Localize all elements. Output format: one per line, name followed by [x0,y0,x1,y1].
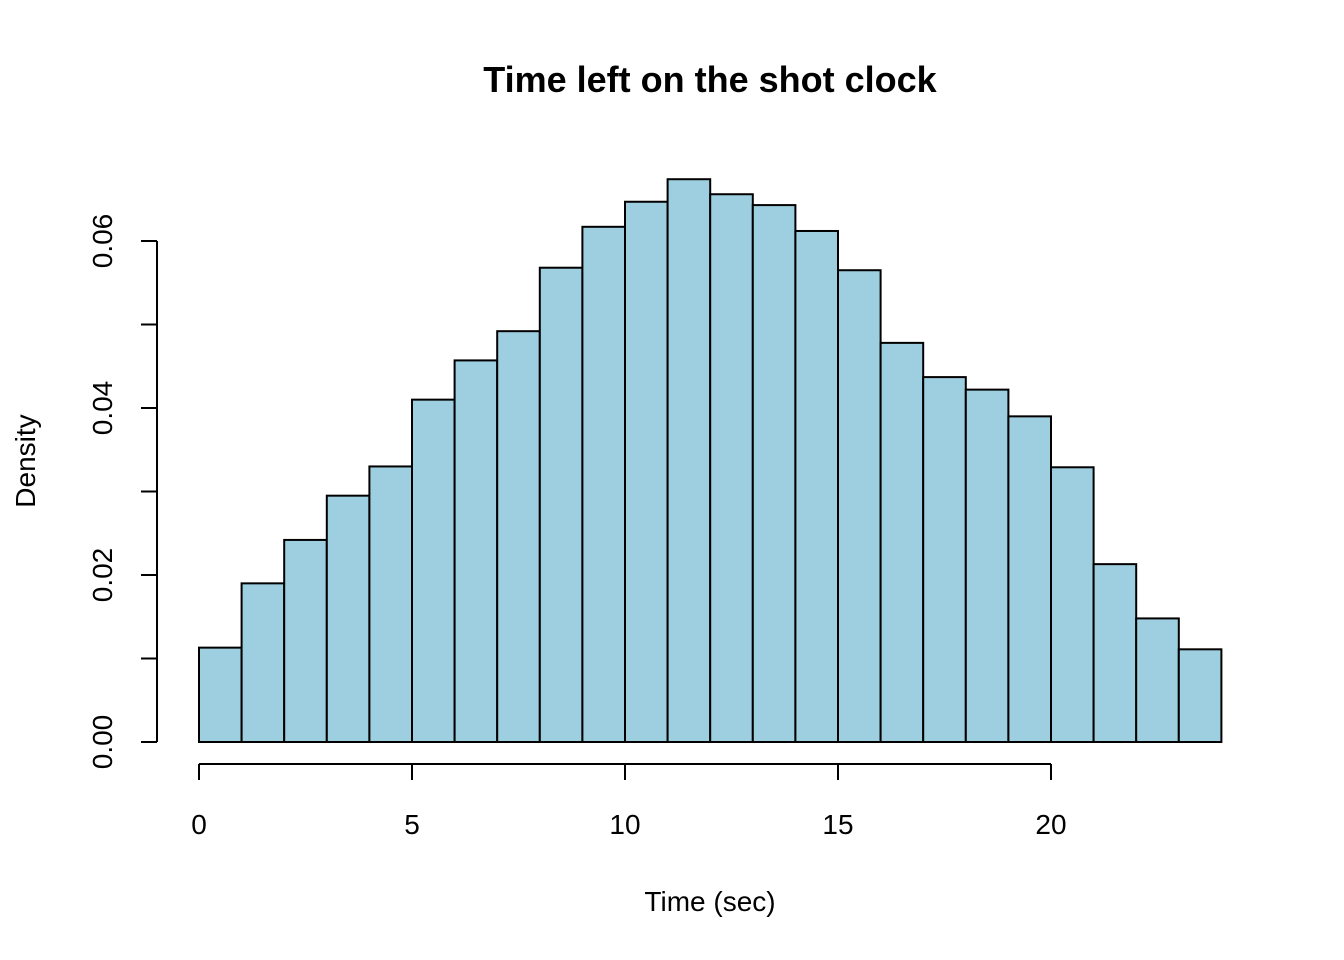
histogram-bar [411,398,456,743]
histogram-bar [922,376,967,743]
x-axis: 0 5 10 15 20 [191,763,1067,840]
histogram-bar [581,225,627,743]
histogram-bar [709,193,754,744]
histogram-bar [538,266,584,743]
chart-title: Time left on the shot clock [483,59,937,100]
histogram-bar [1007,415,1053,743]
histogram-bar [794,229,840,743]
histogram-bar [964,388,1010,743]
x-tick-label: 5 [404,809,420,840]
histogram-bar [666,178,712,743]
histogram-bar [496,330,541,743]
histogram-bar [624,200,669,743]
histogram-bar [1050,466,1095,743]
x-tick-label: 15 [822,809,853,840]
histogram-bar [283,538,328,743]
histogram-bar [198,646,243,744]
y-tick-label: 0.02 [87,548,118,603]
x-tick-label: 20 [1035,809,1066,840]
histogram-bar [453,359,499,743]
y-axis: 0.00 0.02 0.04 0.06 [87,214,158,770]
histogram-bar [751,204,797,744]
y-tick-label: 0.06 [87,214,118,269]
histogram-bar [1092,563,1138,744]
x-tick-label: 10 [609,809,640,840]
histogram-bar [879,341,925,743]
x-tick-label: 0 [191,809,207,840]
bars-group [198,178,1223,744]
histogram-bar [837,269,882,743]
histogram-bar [1135,617,1180,743]
x-axis-label: Time (sec) [644,886,775,917]
histogram-bar [240,582,286,743]
histogram-bar [325,494,371,743]
y-tick-label: 0.04 [87,381,118,436]
y-tick-label: 0.00 [87,715,118,770]
y-axis-label: Density [10,414,41,507]
histogram-bar [368,465,413,743]
histogram-bar [1177,648,1223,743]
